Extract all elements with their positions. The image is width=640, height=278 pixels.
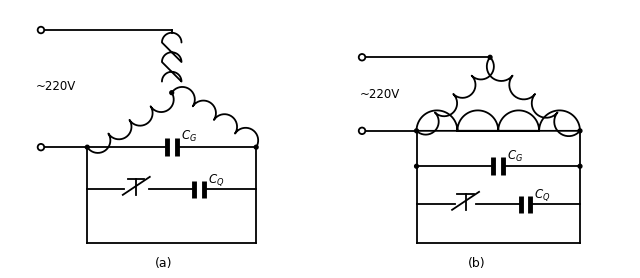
- Circle shape: [38, 144, 44, 150]
- Circle shape: [359, 54, 365, 61]
- Text: $C_G$: $C_G$: [508, 148, 524, 163]
- Circle shape: [415, 164, 419, 168]
- Text: $C_G$: $C_G$: [180, 129, 197, 145]
- Circle shape: [38, 27, 44, 33]
- Circle shape: [359, 128, 365, 134]
- Circle shape: [578, 129, 582, 133]
- Circle shape: [415, 129, 419, 133]
- Text: (a): (a): [155, 257, 172, 270]
- Text: $C_Q$: $C_Q$: [208, 172, 225, 188]
- Circle shape: [170, 91, 173, 95]
- Text: (b): (b): [468, 257, 485, 270]
- Text: $C_Q$: $C_Q$: [534, 187, 551, 203]
- Text: ~220V: ~220V: [359, 88, 399, 101]
- Circle shape: [85, 145, 89, 149]
- Circle shape: [578, 164, 582, 168]
- Circle shape: [254, 145, 258, 149]
- Circle shape: [488, 55, 492, 59]
- Text: ~220V: ~220V: [35, 80, 76, 93]
